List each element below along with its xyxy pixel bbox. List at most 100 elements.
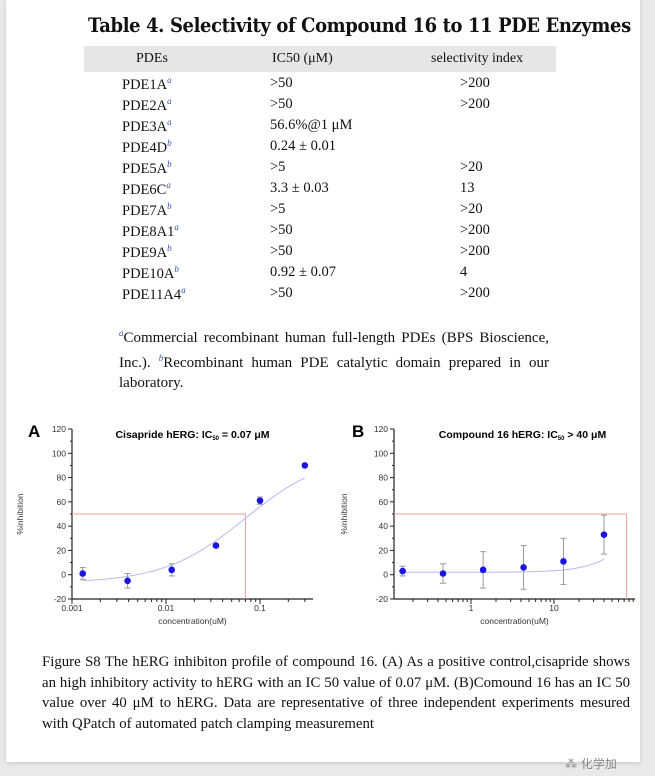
table-row: PDE6Ca 3.3 ± 0.03 13 — [84, 180, 556, 200]
y-tick-label: 20 — [379, 545, 389, 555]
cell-ic50: 0.92 ± 0.07 — [270, 264, 336, 280]
footnote-a-mark: a — [119, 328, 124, 338]
x-tick-label: 1 — [469, 603, 474, 613]
cell-pde-note: a — [167, 96, 172, 106]
cell-ic50: >5 — [270, 201, 286, 217]
y-tick-label: 60 — [57, 497, 67, 507]
data-point — [479, 566, 487, 574]
cell-selectivity: >200 — [460, 222, 490, 238]
cell-pde-name: PDE3A — [122, 118, 168, 135]
table-header: PDEs IC50 (μM) selectivity index — [84, 46, 556, 72]
footnote-b-mark: b — [158, 353, 164, 363]
cell-pde-name: PDE6C — [122, 181, 167, 198]
cell-selectivity: >200 — [460, 243, 490, 259]
page — [6, 0, 640, 762]
header-ic50: IC50 (μM) — [272, 51, 333, 66]
x-axis-label: concentration(uM) — [480, 616, 549, 626]
y-tick-label: 0 — [61, 570, 66, 580]
cell-pde-name: PDE10A — [122, 265, 175, 282]
cell-pde: PDE3Aa — [122, 117, 172, 136]
cell-pde: PDE4Db — [122, 138, 172, 157]
table-row: PDE9Ab >50 >200 — [84, 243, 556, 263]
data-point — [168, 566, 176, 574]
y-tick-label: 60 — [379, 497, 389, 507]
y-tick-label: 120 — [52, 424, 66, 434]
cell-pde-name: PDE1A — [122, 76, 168, 93]
y-axis-label: %inhibition — [15, 493, 25, 534]
cell-pde-note: b — [167, 201, 172, 211]
cell-pde: PDE2Aa — [122, 96, 172, 115]
cell-selectivity: >200 — [460, 96, 490, 112]
cell-pde-note: a — [181, 285, 186, 295]
cell-ic50: >5 — [270, 159, 286, 175]
y-tick-label: 80 — [57, 473, 67, 483]
data-point — [439, 570, 447, 577]
y-tick-label: 80 — [379, 473, 389, 483]
table-row: PDE8A1a >50 >200 — [84, 222, 556, 242]
y-tick-label: 100 — [374, 448, 388, 458]
data-point — [399, 567, 406, 575]
cell-pde: PDE6Ca — [122, 180, 171, 199]
fit-curve — [402, 558, 605, 573]
footnote-a: Commercial recombinant human full-length… — [119, 330, 549, 371]
table-row: PDE4Db 0.24 ± 0.01 — [84, 138, 556, 158]
data-point — [124, 577, 131, 585]
data-point — [79, 570, 87, 577]
cell-pde: PDE10Ab — [122, 264, 179, 283]
chart-title: Compound 16 hERG: IC50 > 40 μM — [439, 429, 607, 442]
y-tick-label: 40 — [379, 521, 389, 531]
y-tick-label: 0 — [383, 570, 388, 580]
x-tick-label: 10 — [549, 603, 559, 613]
cell-ic50: >50 — [270, 285, 293, 301]
y-tick-label: 120 — [374, 424, 388, 434]
cell-selectivity: >20 — [460, 159, 483, 175]
cell-pde-name: PDE9A — [122, 244, 168, 261]
watermark-text: 化学加 — [580, 757, 617, 771]
cell-pde: PDE11A4a — [122, 285, 186, 304]
cell-pde-note: a — [166, 180, 171, 190]
cell-ic50: >50 — [270, 96, 293, 112]
fit-curve — [82, 477, 306, 582]
data-point — [301, 462, 309, 469]
cell-pde-name: PDE8A1 — [122, 223, 175, 240]
cell-pde-name: PDE4D — [122, 139, 168, 156]
y-tick-label: 100 — [52, 448, 66, 458]
table-title: Table 4. Selectivity of Compound 16 to 1… — [88, 14, 631, 37]
table-row: PDE11A4a >50 >200 — [84, 285, 556, 305]
y-tick-label: 40 — [57, 521, 67, 531]
cell-ic50: 3.3 ± 0.03 — [270, 180, 329, 196]
table-row: PDE7Ab >5 >20 — [84, 201, 556, 221]
table-row: PDE1Aa >50 >200 — [84, 75, 556, 95]
cell-selectivity: >200 — [460, 75, 490, 91]
y-tick-label: 20 — [57, 545, 67, 555]
cell-pde: PDE7Ab — [122, 201, 172, 220]
x-tick-label: 0.1 — [254, 603, 266, 613]
cell-pde: PDE9Ab — [122, 243, 172, 262]
figure-caption: Figure S8 The hERG inhibiton profile of … — [42, 654, 630, 732]
cell-pde-note: a — [174, 222, 179, 232]
panel-label: A — [28, 422, 40, 441]
chart-title: Cisapride hERG: IC50 = 0.07 μM — [115, 429, 269, 442]
table-footnote: aCommercial recombinant human full-lengt… — [119, 323, 549, 393]
cell-pde-note: b — [167, 243, 172, 253]
cell-pde-note: b — [167, 138, 172, 148]
cell-ic50: 0.24 ± 0.01 — [270, 138, 336, 154]
cell-pde-note: a — [167, 75, 172, 85]
header-pdes: PDEs — [136, 51, 168, 66]
cell-pde-note: b — [167, 159, 172, 169]
cell-selectivity: 4 — [460, 264, 468, 280]
table-row: PDE2Aa >50 >200 — [84, 96, 556, 116]
cell-pde-name: PDE2A — [122, 97, 168, 114]
y-tick-label: -20 — [376, 594, 389, 604]
cell-ic50: >50 — [270, 222, 293, 238]
data-point — [560, 558, 567, 565]
cell-pde-note: a — [167, 117, 172, 127]
cell-pde-name: PDE5A — [122, 160, 168, 177]
cell-pde: PDE8A1a — [122, 222, 179, 241]
table-row: PDE3Aa 56.6%@1 μM — [84, 117, 556, 137]
data-point — [520, 564, 527, 571]
cell-pde: PDE5Ab — [122, 159, 172, 178]
watermark-logo: ⁂ 化学加 — [565, 757, 617, 771]
panel-label: B — [352, 422, 364, 441]
